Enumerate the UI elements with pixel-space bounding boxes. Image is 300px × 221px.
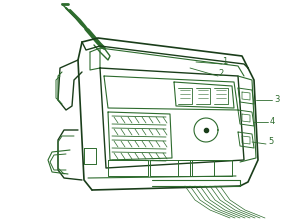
Text: 4: 4	[270, 118, 275, 126]
Text: 2: 2	[218, 69, 223, 78]
Text: 1: 1	[222, 57, 227, 67]
Text: 5: 5	[268, 137, 273, 147]
Text: 3: 3	[274, 95, 279, 105]
